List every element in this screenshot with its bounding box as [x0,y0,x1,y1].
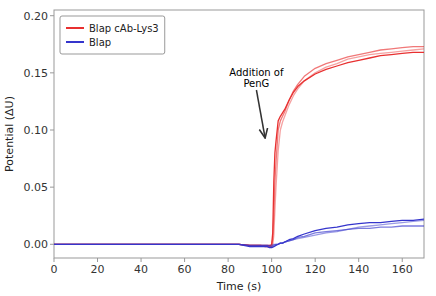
x-tick-label: 60 [178,263,192,276]
chart: 0 20 40 60 80 100 120 140 160 0.00 0.05 0.10 0.15 0.2… [0,0,436,296]
annotation-text: Addition ofPenG [229,67,284,89]
y-tick [50,187,54,188]
x-tick-label: 80 [221,263,235,276]
y-tick-label: 0.00 [24,238,49,251]
x-tick [141,258,142,262]
x-tick-label: 0 [51,263,58,276]
x-axis-label: Time (s) [216,280,262,293]
legend: Blap cAb-Lys3 Blap [60,16,165,54]
annotation-line: Addition of [229,67,284,78]
x-tick-label: 160 [392,263,413,276]
legend-swatch [66,41,84,43]
x-tick-label: 140 [348,263,369,276]
y-tick [50,130,54,131]
x-tick [358,258,359,262]
x-tick [271,258,272,262]
x-tick [402,258,403,262]
plot-frame [54,10,424,258]
annotation: Addition ofPenG [229,67,284,138]
y-tick [50,72,54,73]
y-tick-label: 0.20 [24,10,49,23]
series-line [54,47,424,247]
legend-label: Blap cAb-Lys3 [89,23,159,34]
axes: 0 20 40 60 80 100 120 140 160 0.00 0.05 0.10 0.15 0.2… [24,10,413,276]
series-line [54,219,424,248]
y-tick [50,244,54,245]
y-tick [50,15,54,16]
x-tick [54,258,55,262]
x-tick [97,258,98,262]
annotation-line: PenG [243,78,269,89]
x-tick [184,258,185,262]
x-tick-label: 20 [91,263,105,276]
y-tick-label: 0.15 [24,67,49,80]
y-axis-label: Potential (ΔU) [3,96,16,172]
legend-label: Blap [89,37,111,48]
series-line [54,52,424,245]
annotation-arrow [256,90,265,138]
legend-box [60,16,165,54]
x-tick-label: 40 [134,263,148,276]
series-line [54,49,424,247]
x-tick-label: 100 [261,263,282,276]
y-tick-label: 0.05 [24,181,49,194]
series-lines [54,47,424,248]
x-tick [315,258,316,262]
series-line [54,226,424,247]
legend-swatch [66,27,84,29]
series-line [54,220,424,245]
x-tick [228,258,229,262]
x-tick-label: 120 [305,263,326,276]
y-tick-label: 0.10 [24,124,49,137]
